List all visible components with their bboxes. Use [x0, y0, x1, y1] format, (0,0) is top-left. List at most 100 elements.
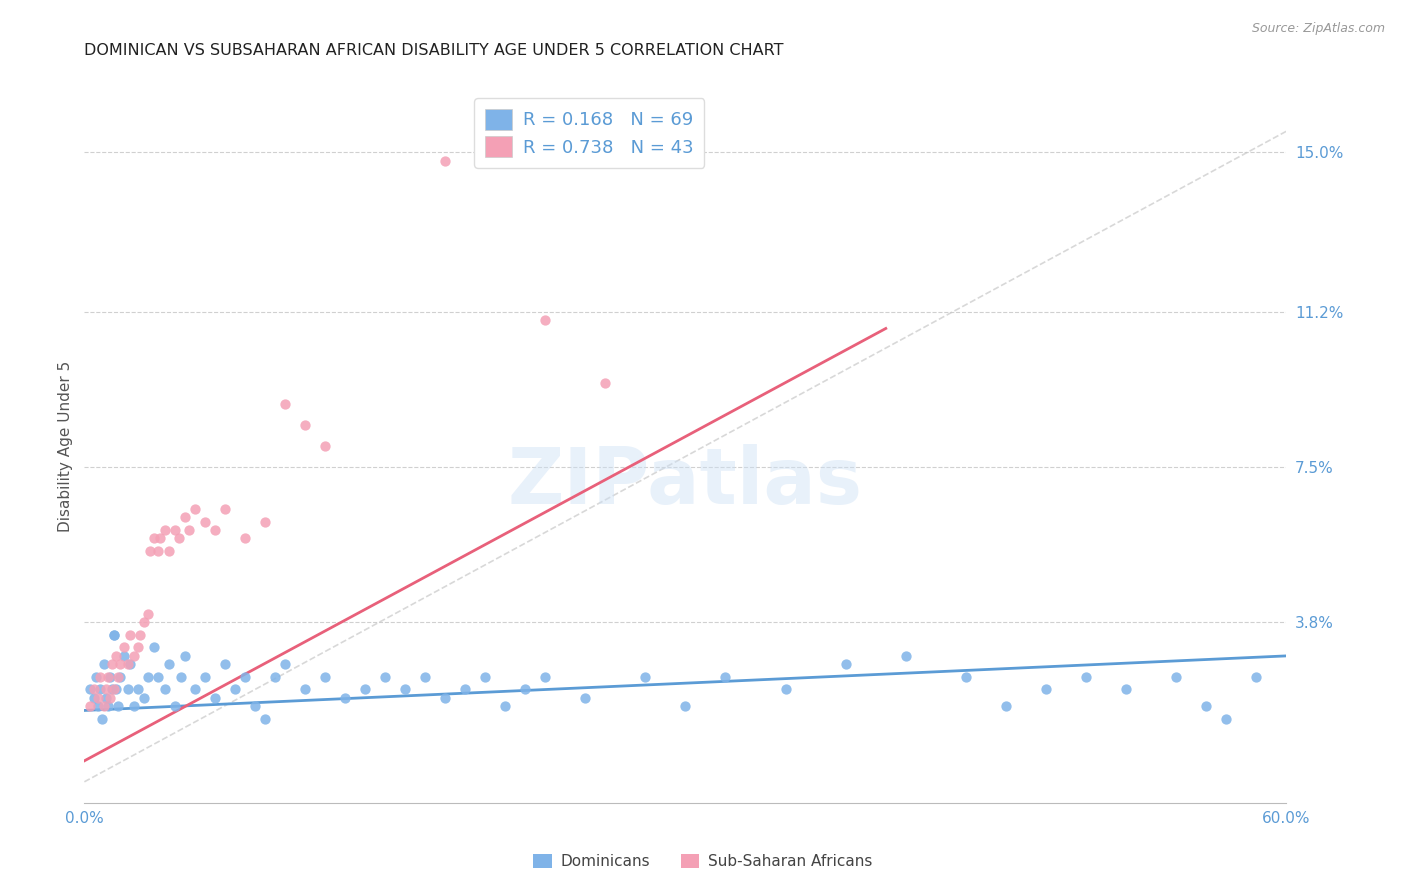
Point	[775, 682, 797, 697]
Point	[354, 682, 377, 697]
Point	[127, 682, 149, 697]
Point	[153, 682, 176, 697]
Point	[253, 712, 276, 726]
Point	[96, 690, 118, 705]
Point	[103, 628, 125, 642]
Point	[595, 376, 617, 390]
Point	[1215, 712, 1237, 726]
Point	[163, 523, 186, 537]
Point	[134, 690, 156, 705]
Point	[148, 544, 170, 558]
Point	[97, 699, 120, 714]
Point	[87, 690, 110, 705]
Legend: R = 0.168   N = 69, R = 0.738   N = 43: R = 0.168 N = 69, R = 0.738 N = 43	[474, 98, 704, 168]
Point	[129, 628, 152, 642]
Point	[1115, 682, 1137, 697]
Point	[173, 648, 195, 663]
Point	[394, 682, 416, 697]
Point	[124, 699, 146, 714]
Text: Source: ZipAtlas.com: Source: ZipAtlas.com	[1251, 22, 1385, 36]
Point	[534, 313, 557, 327]
Point	[374, 670, 396, 684]
Point	[894, 648, 917, 663]
Point	[294, 417, 316, 432]
Text: ZIPatlas: ZIPatlas	[508, 443, 863, 520]
Point	[1035, 682, 1057, 697]
Point	[454, 682, 477, 697]
Point	[173, 510, 195, 524]
Point	[100, 690, 122, 705]
Point	[79, 682, 101, 697]
Point	[138, 670, 160, 684]
Point	[114, 640, 135, 655]
Point	[224, 682, 246, 697]
Point	[434, 690, 457, 705]
Point	[105, 648, 128, 663]
Point	[515, 682, 537, 697]
Point	[107, 699, 129, 714]
Point	[314, 439, 336, 453]
Point	[103, 628, 125, 642]
Point	[134, 615, 156, 630]
Point	[83, 690, 105, 705]
Point	[574, 690, 596, 705]
Point	[214, 657, 236, 672]
Point	[153, 523, 176, 537]
Point	[413, 670, 436, 684]
Point	[91, 712, 114, 726]
Point	[148, 670, 170, 684]
Point	[263, 670, 285, 684]
Point	[120, 657, 142, 672]
Point	[169, 670, 191, 684]
Point	[253, 515, 276, 529]
Point	[955, 670, 977, 684]
Point	[194, 515, 217, 529]
Point	[107, 670, 129, 684]
Text: DOMINICAN VS SUBSAHARAN AFRICAN DISABILITY AGE UNDER 5 CORRELATION CHART: DOMINICAN VS SUBSAHARAN AFRICAN DISABILI…	[84, 43, 785, 58]
Point	[204, 690, 226, 705]
Point	[675, 699, 697, 714]
Point	[274, 397, 297, 411]
Point	[163, 699, 186, 714]
Point	[204, 523, 226, 537]
Point	[110, 657, 132, 672]
Point	[117, 682, 139, 697]
Point	[97, 670, 120, 684]
Point	[1076, 670, 1098, 684]
Point	[124, 648, 146, 663]
Point	[110, 670, 132, 684]
Point	[494, 699, 516, 714]
Point	[105, 682, 128, 697]
Point	[314, 670, 336, 684]
Point	[294, 682, 316, 697]
Point	[101, 682, 124, 697]
Point	[474, 670, 496, 684]
Point	[157, 544, 180, 558]
Point	[177, 523, 200, 537]
Point	[274, 657, 297, 672]
Point	[143, 532, 166, 546]
Point	[89, 670, 111, 684]
Point	[138, 607, 160, 621]
Point	[1166, 670, 1188, 684]
Point	[93, 657, 115, 672]
Point	[120, 628, 142, 642]
Point	[995, 699, 1018, 714]
Point	[117, 657, 139, 672]
Y-axis label: Disability Age Under 5: Disability Age Under 5	[58, 360, 73, 532]
Point	[194, 670, 217, 684]
Point	[79, 699, 101, 714]
Point	[634, 670, 657, 684]
Point	[233, 670, 256, 684]
Point	[143, 640, 166, 655]
Point	[183, 502, 205, 516]
Point	[157, 657, 180, 672]
Point	[86, 670, 108, 684]
Point	[96, 682, 118, 697]
Point	[534, 670, 557, 684]
Point	[233, 532, 256, 546]
Point	[101, 657, 124, 672]
Point	[100, 670, 122, 684]
Point	[87, 699, 110, 714]
Point	[103, 682, 125, 697]
